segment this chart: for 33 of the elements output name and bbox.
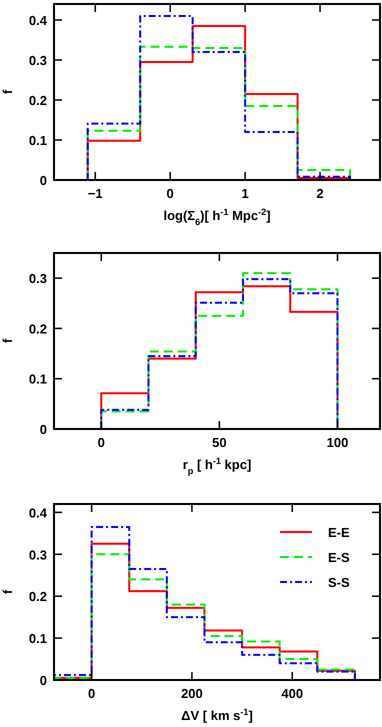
x-axis-title: log(Σ$_{6}$)[ h$^{-1}$ Mpc$^{-2}$]	[163, 207, 271, 227]
y-tick-label: 0.3	[28, 53, 47, 68]
y-tick-label: 0.1	[28, 133, 47, 148]
y-tick-label: 0.1	[28, 631, 47, 646]
x-tick-label: 0	[88, 686, 96, 701]
y-tick-label: 0.3	[28, 271, 47, 286]
y-tick-label: 0.2	[28, 589, 47, 604]
y-tick-label: 0	[40, 673, 47, 688]
x-tick-label: 0	[166, 186, 174, 201]
y-tick-label: 0.3	[28, 547, 47, 562]
x-tick-label: 50	[212, 435, 227, 450]
x-tick-label: −1	[88, 186, 103, 201]
y-axis-title: f	[0, 89, 15, 94]
y-tick-label: 0	[40, 173, 47, 188]
x-axis-title: ΔV [ km s$^{-1}$]	[181, 707, 253, 723]
x-tick-label: 2	[316, 186, 324, 201]
y-axis-title: f	[0, 589, 15, 594]
y-tick-label: 0.2	[28, 321, 47, 336]
x-tick-label: 400	[281, 686, 304, 701]
y-axis-title: f	[0, 338, 15, 344]
x-axis-title: r$_{p}$ [ h$^{-1}$ kpc]	[182, 456, 252, 476]
x-tick-label: 0	[98, 435, 105, 450]
x-tick-label: 200	[181, 686, 203, 701]
y-tick-label: 0.4	[28, 13, 48, 28]
x-tick-label: 100	[326, 435, 348, 450]
y-tick-label: 0.1	[28, 372, 47, 387]
y-tick-label: 0.2	[28, 93, 47, 108]
legend-label: E-E	[328, 525, 350, 540]
legend-label: E-S	[328, 550, 350, 565]
y-tick-label: 0	[40, 422, 47, 437]
y-tick-label: 0.4	[28, 505, 48, 520]
x-tick-label: 1	[241, 186, 249, 201]
legend-label: S-S	[328, 575, 350, 590]
